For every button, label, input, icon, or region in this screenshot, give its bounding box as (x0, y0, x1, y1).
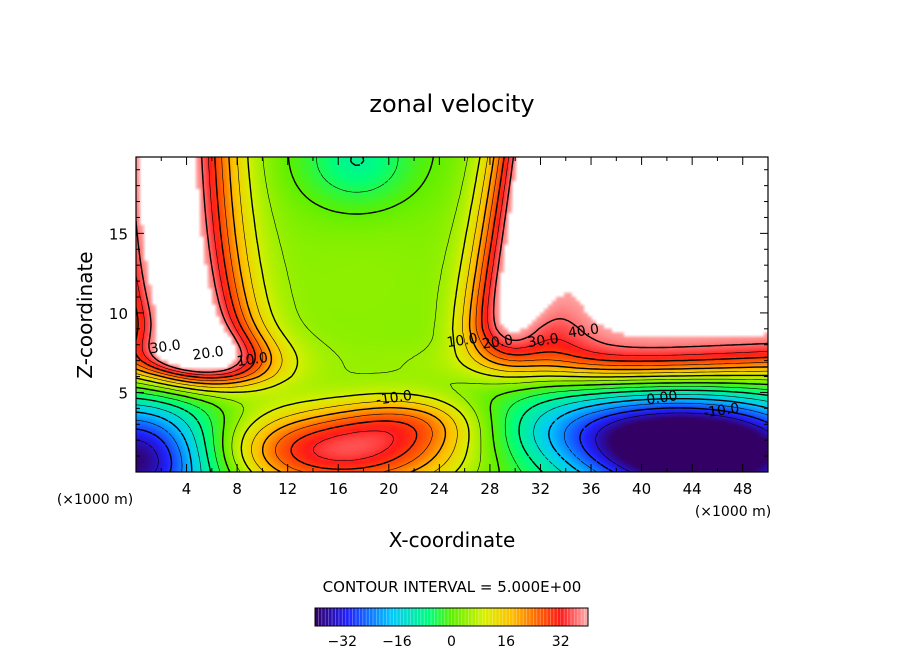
colorbar-tick-label: 0 (447, 634, 456, 650)
plot-frame (135, 156, 769, 473)
contour-label: 40.0 (567, 321, 600, 341)
contour-line (136, 157, 768, 373)
y-tick-label: 15 (109, 225, 128, 243)
x-tick-label: 36 (581, 480, 600, 498)
y-axis-label: Z-coordinate (73, 251, 97, 378)
contour-line (136, 157, 768, 472)
x-axis-label: X-coordinate (389, 528, 516, 552)
x-tick-label: 20 (379, 480, 398, 498)
colorbar: −32 −16 0 16 32 (314, 607, 589, 650)
colorbar-gradient (315, 608, 588, 626)
x-unit-note-right: (×1000 m) (695, 504, 771, 520)
contour-label: 0.00 (645, 388, 678, 408)
x-unit-note-left: (×1000 m) (57, 492, 133, 508)
contour-line (136, 394, 768, 472)
contour-line (136, 157, 768, 472)
contour-label: -10.0 (702, 401, 740, 422)
y-tick-label: 10 (109, 305, 128, 323)
x-tick-label: 12 (278, 480, 297, 498)
x-tick-label: 28 (480, 480, 499, 498)
colorbar-tick-label: 32 (552, 634, 570, 650)
plot-area: 30.0 20.0 10.0-10.010.0 20.0 30.0 40.00.00-10… (109, 156, 769, 498)
contour-label: 20.0 (481, 332, 514, 352)
x-axis-ticks: 4 8 12 16 20 24 28 32 36 40 44 48 (160, 157, 752, 498)
colorbar-tick-label: −32 (328, 634, 358, 650)
contour-line (136, 402, 768, 472)
contour-labels: 30.0 20.0 10.0-10.010.0 20.0 30.0 40.00.00-10… (149, 321, 741, 422)
x-tick-label: 32 (531, 480, 550, 498)
contour-label: 20.0 (192, 344, 225, 364)
colorbar-tick-label: −16 (382, 634, 412, 650)
chart-title: zonal velocity (369, 90, 534, 118)
x-tick-label: 8 (232, 480, 242, 498)
contour-label: 30.0 (527, 331, 560, 351)
x-tick-label: 44 (683, 480, 702, 498)
x-tick-label: 4 (182, 480, 192, 498)
y-tick-label: 5 (118, 384, 128, 402)
contour-line (136, 157, 768, 470)
contour-lines (136, 157, 768, 472)
y-axis-ticks: 5 10 15 (109, 169, 768, 457)
contour-line (136, 412, 768, 472)
x-tick-label: 40 (632, 480, 651, 498)
contour-line (136, 407, 768, 472)
contour-line (136, 157, 768, 472)
contour-line (136, 398, 768, 472)
contour-interval-note: CONTOUR INTERVAL = 5.000E+00 (323, 578, 582, 596)
colorbar-ticks: −32 −16 0 16 32 (328, 634, 570, 650)
contour-label: -10.0 (375, 388, 413, 409)
contour-label: 30.0 (149, 337, 182, 357)
contour-line (136, 157, 768, 472)
contour-label: 10.0 (446, 331, 479, 351)
contour-line (136, 157, 768, 472)
x-tick-label: 48 (733, 480, 752, 498)
contour-line (136, 157, 768, 472)
colorbar-frame (314, 607, 589, 627)
x-tick-label: 16 (329, 480, 348, 498)
contour-line (136, 157, 768, 472)
colorbar-stripes (318, 608, 585, 626)
x-tick-label: 24 (430, 480, 449, 498)
velocity-field (136, 157, 768, 472)
contour-label: 10.0 (236, 350, 269, 370)
colorbar-tick-label: 16 (497, 634, 515, 650)
